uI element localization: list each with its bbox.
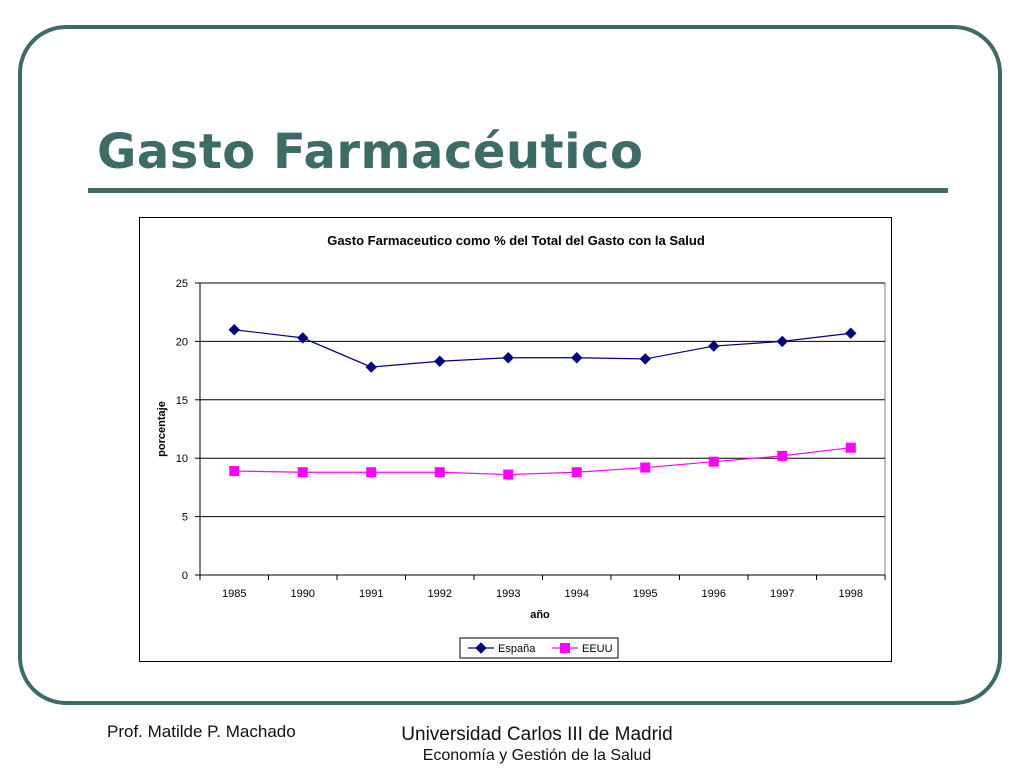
legend-box <box>459 637 619 659</box>
gridlines <box>200 282 885 518</box>
data-point <box>708 456 719 467</box>
x-tick-label: 1990 <box>291 588 315 600</box>
y-tick-label: 25 <box>176 278 188 290</box>
data-point <box>365 361 377 373</box>
legend-label: España <box>498 643 536 655</box>
series-line <box>234 447 851 476</box>
data-point <box>228 324 240 336</box>
title-underline <box>88 188 948 193</box>
data-point <box>297 467 308 478</box>
footer-institution: Universidad Carlos III de Madrid Economí… <box>372 724 702 766</box>
data-point <box>502 352 514 364</box>
series-layer <box>228 324 857 480</box>
y-tick-label: 0 <box>182 570 188 582</box>
data-point <box>776 335 788 348</box>
x-axis-ticks: 1985 1990 1991 1992 1993 1994 1995 1996 1997 1998 <box>199 575 886 600</box>
data-point <box>434 355 446 367</box>
x-tick-label: 1992 <box>428 588 452 600</box>
x-tick-label: 1998 <box>839 588 863 600</box>
data-point <box>297 332 309 344</box>
legend-marker <box>475 642 487 654</box>
data-point <box>640 462 651 473</box>
data-point <box>366 467 377 478</box>
footer-university: Universidad Carlos III de Madrid <box>401 724 673 745</box>
data-point <box>639 353 651 365</box>
data-point <box>434 467 445 478</box>
footer-author: Prof. Matilde P. Machado <box>107 722 296 741</box>
data-point <box>845 442 856 453</box>
data-point <box>503 469 514 480</box>
x-axis-label: año <box>530 609 550 621</box>
data-point <box>708 340 720 352</box>
legend: España EEUU <box>459 637 619 659</box>
x-tick-label: 1993 <box>496 588 520 600</box>
series-0 <box>228 324 857 373</box>
series-1 <box>229 442 856 480</box>
y-tick-label: 5 <box>182 512 188 524</box>
slide-frame <box>18 25 1002 705</box>
line-chart: Gasto Farmaceutico como % del Total del … <box>156 233 886 659</box>
x-tick-label: 1997 <box>770 588 794 600</box>
data-point <box>229 466 240 477</box>
footer-department: Economía y Gestión de la Salud <box>422 747 652 764</box>
y-tick-label: 10 <box>176 453 188 465</box>
slide-title: Gasto Farmacéutico <box>97 124 644 180</box>
legend-label: EEUU <box>582 643 613 655</box>
x-tick-label: 1985 <box>222 588 246 600</box>
chart-title: Gasto Farmaceutico como % del Total del … <box>327 233 705 248</box>
data-point <box>571 467 582 478</box>
data-point <box>571 352 583 364</box>
y-tick-label: 15 <box>176 395 188 407</box>
y-axis-ticks: 0 5 10 15 20 25 <box>176 278 200 582</box>
legend-marker <box>560 643 570 653</box>
data-point <box>777 450 788 461</box>
y-axis-label: porcentaje <box>156 401 168 457</box>
x-tick-label: 1991 <box>359 588 383 600</box>
chart-container: Gasto Farmaceutico como % del Total del … <box>139 217 892 662</box>
series-line <box>234 329 851 368</box>
y-tick-label: 20 <box>176 336 188 348</box>
x-tick-label: 1995 <box>633 588 657 600</box>
plot-area <box>199 282 886 576</box>
x-tick-label: 1994 <box>565 588 589 600</box>
data-point <box>845 327 857 339</box>
x-tick-label: 1996 <box>702 588 726 600</box>
